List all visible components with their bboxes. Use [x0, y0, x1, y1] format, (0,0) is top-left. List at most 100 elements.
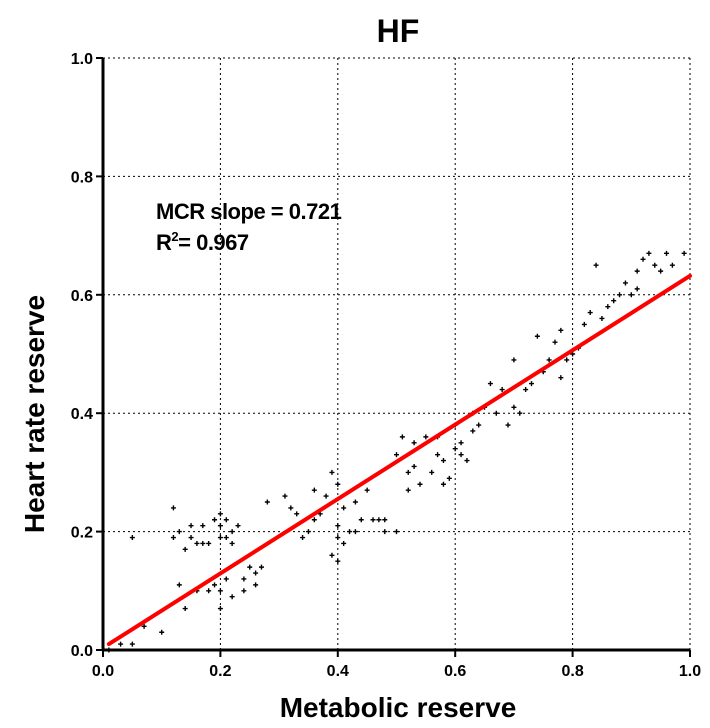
- data-point: [170, 535, 176, 541]
- data-point: [300, 535, 306, 541]
- data-point: [634, 268, 640, 274]
- data-point: [206, 540, 212, 546]
- data-point: [176, 582, 182, 588]
- data-point: [129, 535, 135, 541]
- data-point: [253, 582, 259, 588]
- data-point: [458, 440, 464, 446]
- data-point: [329, 552, 335, 558]
- data-point: [288, 505, 294, 511]
- data-point: [217, 588, 223, 594]
- r-squared-superscript: 2: [171, 229, 178, 244]
- x-tick-label: 0.8: [561, 663, 583, 680]
- data-point: [593, 262, 599, 268]
- data-point: [605, 304, 611, 310]
- data-point: [411, 463, 417, 469]
- data-point: [411, 440, 417, 446]
- data-point: [487, 381, 493, 387]
- data-point: [622, 280, 628, 286]
- y-tick-label: 0.4: [71, 406, 93, 423]
- data-point: [376, 517, 382, 523]
- data-point: [358, 517, 364, 523]
- data-point: [223, 517, 229, 523]
- data-point: [440, 458, 446, 464]
- data-point: [217, 606, 223, 612]
- data-point: [335, 481, 341, 487]
- data-point: [223, 576, 229, 582]
- data-point: [247, 564, 253, 570]
- data-point: [640, 256, 646, 262]
- data-point: [223, 535, 229, 541]
- data-point: [347, 529, 353, 535]
- data-point: [217, 535, 223, 541]
- data-point: [669, 262, 675, 268]
- data-point: [611, 298, 617, 304]
- data-point: [341, 505, 347, 511]
- data-point: [458, 452, 464, 458]
- data-point: [646, 250, 652, 256]
- data-point: [182, 546, 188, 552]
- data-point: [423, 434, 429, 440]
- data-point: [200, 523, 206, 529]
- data-point: [429, 469, 435, 475]
- data-point: [294, 511, 300, 517]
- data-point: [523, 387, 529, 393]
- data-point: [329, 469, 335, 475]
- data-point: [311, 517, 317, 523]
- data-point: [370, 517, 376, 523]
- data-point: [229, 540, 235, 546]
- data-point: [493, 410, 499, 416]
- data-point: [417, 481, 423, 487]
- data-point: [341, 540, 347, 546]
- data-point: [188, 523, 194, 529]
- data-point: [323, 493, 329, 499]
- slope-annotation: MCR slope = 0.721: [156, 199, 342, 224]
- data-point: [628, 292, 634, 298]
- data-point: [505, 422, 511, 428]
- data-point: [617, 292, 623, 298]
- data-point: [282, 493, 288, 499]
- data-point: [529, 381, 535, 387]
- data-point: [599, 315, 605, 321]
- data-point: [634, 286, 640, 292]
- data-point: [235, 523, 241, 529]
- y-axis-label: Heart rate reserve: [19, 295, 50, 533]
- data-point: [511, 357, 517, 363]
- r-squared-prefix: R: [156, 230, 172, 255]
- x-tick-label: 1.0: [679, 663, 701, 680]
- data-point: [253, 570, 259, 576]
- data-point: [229, 529, 235, 535]
- data-point: [212, 517, 218, 523]
- data-point: [382, 517, 388, 523]
- data-point: [546, 357, 552, 363]
- data-point: [552, 339, 558, 345]
- data-point: [212, 582, 218, 588]
- data-point: [335, 535, 341, 541]
- axes: [101, 58, 690, 652]
- data-point: [470, 428, 476, 434]
- data-point: [394, 452, 399, 458]
- regression-line: [106, 273, 692, 647]
- data-point: [352, 499, 358, 505]
- data-point: [564, 357, 570, 363]
- data-point: [241, 588, 247, 594]
- data-point: [476, 422, 482, 428]
- data-point: [311, 487, 317, 493]
- data-point: [258, 564, 264, 570]
- data-point: [394, 529, 399, 535]
- x-tick-label: 0.4: [327, 663, 349, 680]
- data-point: [405, 487, 411, 493]
- data-point: [229, 594, 235, 600]
- data-point: [170, 505, 176, 511]
- data-point: [664, 250, 670, 256]
- grid: [103, 57, 691, 650]
- y-tick-label: 0.2: [71, 525, 93, 542]
- y-tick-label: 0.8: [71, 169, 93, 186]
- data-point: [511, 404, 517, 410]
- data-point: [405, 469, 411, 475]
- data-point: [241, 576, 247, 582]
- data-point: [217, 523, 223, 529]
- data-point: [452, 446, 458, 452]
- chart-title: HF: [377, 13, 420, 49]
- data-point: [399, 434, 405, 440]
